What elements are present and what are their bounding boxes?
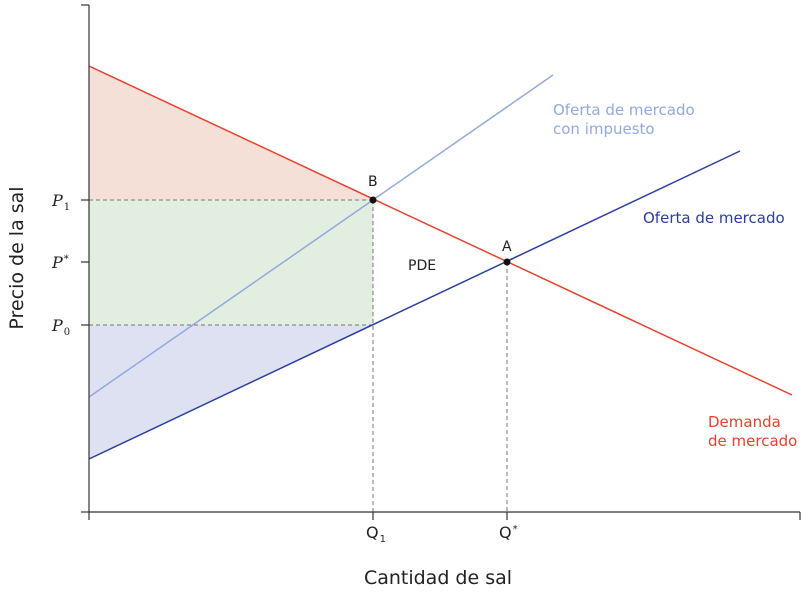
point-a-label: A xyxy=(502,239,512,255)
taxed-supply-label-line2: con impuesto xyxy=(553,120,655,138)
y-axis-title: Precio de la sal xyxy=(6,186,28,329)
y-tick-label-pstar: P* xyxy=(51,253,69,272)
y-tick-label-p1-sub: 1 xyxy=(64,202,70,213)
guide-lines xyxy=(89,199,508,512)
y-tick-label-pstar-sup: * xyxy=(64,254,69,265)
x-tick-label-q1-sub: 1 xyxy=(380,534,386,545)
demand-curve xyxy=(88,65,793,396)
taxed-supply-label-line1: Oferta de mercado xyxy=(553,101,695,119)
deadweight-loss-label: PDE xyxy=(408,258,436,274)
y-tick-label-p1-base: P xyxy=(51,191,63,210)
point-b-marker xyxy=(369,196,377,204)
y-tick-label-p0: P0 xyxy=(51,316,70,338)
y-tick-label-pstar-base: P xyxy=(51,253,63,272)
y-tick-label-p0-base: P xyxy=(51,316,63,335)
supply-label: Oferta de mercado xyxy=(643,209,785,227)
x-tick-label-qstar: Q* xyxy=(499,523,518,542)
axes xyxy=(81,4,801,520)
x-tick-label-qstar-base: Q xyxy=(499,523,512,542)
tax-revenue-area xyxy=(89,200,373,325)
taxed-supply-curve xyxy=(88,74,554,398)
demand-label-line1: Demanda xyxy=(708,413,781,431)
taxed-supply-label: Oferta de mercado con impuesto xyxy=(553,101,699,138)
x-tick-label-q1: Q1 xyxy=(366,523,386,545)
x-tick-label-qstar-sup: * xyxy=(513,524,518,535)
x-tick-label-q1-base: Q xyxy=(366,523,379,542)
x-axis-title: Cantidad de sal xyxy=(364,567,512,589)
demand-label-line2: de mercado xyxy=(708,432,797,450)
point-a-marker xyxy=(503,258,511,266)
y-tick-label-p1: P1 xyxy=(51,191,70,213)
demand-label: Demanda de mercado xyxy=(708,413,797,450)
point-b-label: B xyxy=(368,174,378,190)
y-tick-label-p0-sub: 0 xyxy=(64,327,70,338)
supply-curve xyxy=(88,150,741,460)
